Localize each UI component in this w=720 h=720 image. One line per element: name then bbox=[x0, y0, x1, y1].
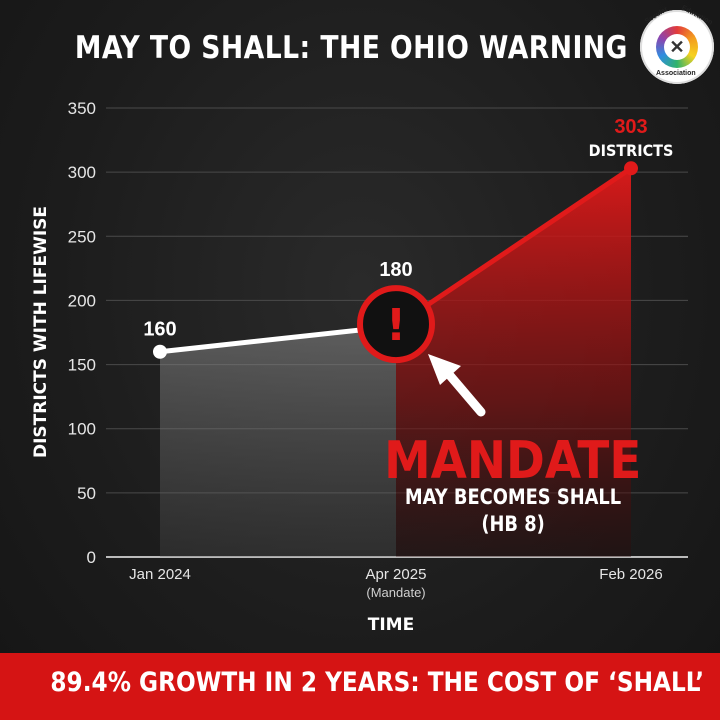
data-label: 180 bbox=[379, 259, 412, 281]
arrow-head-icon bbox=[428, 354, 461, 385]
data-label: 303 bbox=[614, 116, 647, 138]
annotation-line2: (HB 8) bbox=[481, 512, 544, 537]
x-tick-sublabel: (Mandate) bbox=[366, 585, 425, 600]
y-tick-label: 300 bbox=[68, 163, 96, 182]
page-title: MAY TO SHALL: THE OHIO WARNING bbox=[74, 30, 628, 66]
area-before-mandate bbox=[160, 326, 396, 557]
y-tick-label: 150 bbox=[68, 356, 96, 375]
footer-banner bbox=[0, 653, 720, 720]
logo-text-bottom: Association bbox=[656, 70, 696, 77]
series-line-after bbox=[393, 165, 634, 329]
y-tick-label: 350 bbox=[68, 99, 96, 118]
data-sublabel: DISTRICTS bbox=[589, 141, 674, 160]
y-tick-label: 100 bbox=[68, 420, 96, 439]
data-point bbox=[153, 344, 167, 359]
annotation-headline: MANDATE bbox=[384, 430, 641, 491]
x-tick-label: Feb 2026 bbox=[599, 566, 662, 583]
footer-text: 89.4% GROWTH IN 2 YEARS: THE COST OF ‘SH… bbox=[50, 667, 705, 698]
y-tick-label: 0 bbox=[87, 548, 96, 567]
x-tick-label: Jan 2024 bbox=[129, 566, 191, 583]
data-label: 160 bbox=[143, 319, 176, 341]
data-point bbox=[624, 161, 638, 176]
area-after-mandate bbox=[396, 168, 631, 557]
y-tick-label: 200 bbox=[68, 291, 96, 310]
exclamation-icon: ! bbox=[386, 300, 406, 351]
y-tick-label: 50 bbox=[77, 484, 96, 503]
logo-core-icon: ✕ bbox=[664, 34, 690, 60]
logo-badge: Secular Education ✕ Association bbox=[640, 4, 714, 84]
y-tick-label: 250 bbox=[68, 227, 96, 246]
x-axis-label: TIME bbox=[368, 615, 414, 635]
arrow-icon bbox=[442, 367, 486, 417]
series-line-before bbox=[157, 323, 399, 355]
annotation-line1: MAY BECOMES SHALL bbox=[405, 485, 621, 510]
y-axis-label: DISTRICTS WITH LIFEWISE bbox=[31, 206, 51, 458]
warning-circle bbox=[357, 285, 435, 364]
chart: 0 50 100 150 200 250 300 350 ! DISTRICTS WITH L… bbox=[31, 99, 688, 635]
x-tick-label: Apr 2025 bbox=[366, 566, 427, 583]
